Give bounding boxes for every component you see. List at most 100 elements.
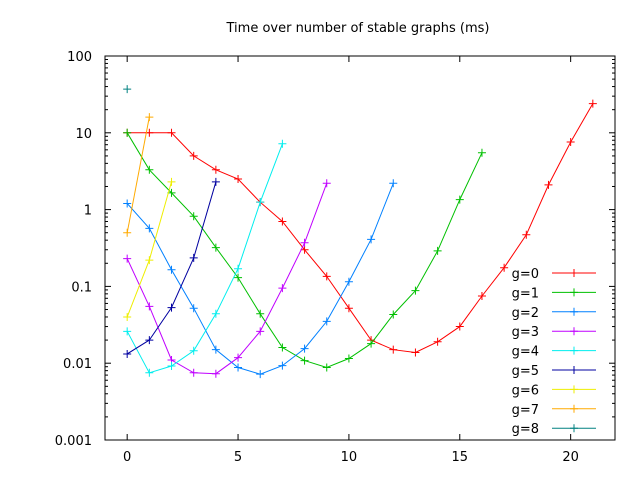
data-point bbox=[367, 339, 376, 348]
legend-marker bbox=[570, 424, 578, 433]
data-point bbox=[256, 327, 265, 336]
series-g=1 bbox=[123, 128, 486, 372]
data-point bbox=[234, 175, 243, 184]
data-point bbox=[123, 312, 132, 321]
series-line bbox=[126, 183, 394, 375]
data-point bbox=[145, 368, 154, 377]
data-point bbox=[189, 212, 198, 221]
data-point bbox=[189, 151, 198, 160]
data-point bbox=[189, 253, 198, 262]
legend-marker bbox=[570, 385, 578, 394]
series-g=7 bbox=[123, 113, 154, 237]
data-point bbox=[300, 238, 309, 247]
series-line bbox=[127, 103, 594, 354]
series-g=5 bbox=[123, 177, 220, 358]
series-g=2 bbox=[123, 179, 398, 379]
data-point bbox=[211, 165, 220, 174]
data-point bbox=[234, 363, 243, 372]
data-point bbox=[477, 291, 486, 300]
data-point bbox=[411, 348, 420, 357]
data-point bbox=[189, 304, 198, 313]
plot-frame bbox=[104, 55, 616, 441]
x-tick-label: 0 bbox=[123, 450, 131, 465]
data-point bbox=[411, 286, 420, 295]
data-point bbox=[300, 344, 309, 353]
data-point bbox=[234, 264, 243, 273]
data-point bbox=[566, 137, 575, 146]
legend-label: g=1 bbox=[512, 286, 539, 301]
series-line bbox=[126, 183, 328, 375]
data-point bbox=[344, 277, 353, 286]
data-point bbox=[189, 346, 198, 355]
data-point bbox=[389, 310, 398, 319]
data-point bbox=[322, 272, 331, 281]
data-point bbox=[455, 322, 464, 331]
data-point bbox=[211, 369, 220, 378]
x-tick-label: 5 bbox=[234, 450, 242, 465]
y-tick-label: 1 bbox=[84, 204, 92, 219]
series-g=8 bbox=[123, 85, 132, 94]
data-point bbox=[234, 353, 243, 362]
series-g=4 bbox=[123, 139, 287, 377]
data-point bbox=[322, 363, 331, 372]
data-point bbox=[123, 128, 132, 137]
data-point bbox=[145, 256, 154, 265]
series-line bbox=[126, 143, 283, 374]
data-point bbox=[211, 243, 220, 252]
legend: g=0 g=1 g=2 g=3 g=4 g=5 g=6 g=7 g=8 bbox=[512, 267, 596, 437]
data-point bbox=[367, 235, 376, 244]
series-g=0 bbox=[123, 99, 597, 357]
data-point bbox=[167, 265, 176, 274]
data-point bbox=[278, 343, 287, 352]
data-point bbox=[278, 139, 287, 148]
x-tick-label: 10 bbox=[341, 450, 358, 465]
legend-marker bbox=[570, 288, 578, 297]
legend-marker bbox=[570, 327, 578, 336]
legend-marker bbox=[570, 346, 578, 355]
data-point bbox=[500, 263, 509, 272]
data-point bbox=[145, 165, 154, 174]
data-point bbox=[322, 179, 331, 188]
x-axis: 0 5 10 15 20 bbox=[123, 56, 579, 465]
data-point bbox=[344, 304, 353, 313]
data-point bbox=[389, 345, 398, 354]
data-point bbox=[389, 179, 398, 188]
data-point bbox=[145, 336, 154, 345]
y-tick-label: 0.001 bbox=[55, 434, 92, 449]
legend-marker bbox=[570, 366, 578, 374]
data-point bbox=[145, 224, 154, 233]
data-point bbox=[189, 368, 198, 377]
data-point bbox=[211, 345, 220, 354]
legend-marker bbox=[570, 269, 578, 277]
data-point bbox=[256, 370, 265, 379]
data-point bbox=[123, 254, 132, 263]
y-axis: 0.001 0.01 0.1 1 10 100 bbox=[55, 50, 615, 449]
data-point bbox=[123, 228, 132, 237]
legend-marker bbox=[570, 404, 578, 413]
y-tick-label: 10 bbox=[75, 127, 92, 142]
data-point bbox=[123, 199, 132, 208]
data-point bbox=[300, 245, 309, 254]
data-point bbox=[522, 230, 531, 239]
series-line bbox=[126, 181, 172, 318]
x-tick-label: 15 bbox=[452, 450, 469, 465]
series-g=3 bbox=[123, 179, 331, 378]
legend-label: g=5 bbox=[512, 364, 539, 379]
legend-marker bbox=[570, 307, 578, 316]
data-point bbox=[123, 349, 132, 358]
legend-label: g=6 bbox=[512, 383, 539, 398]
data-point bbox=[433, 337, 442, 346]
data-point bbox=[278, 284, 287, 293]
data-point bbox=[300, 356, 309, 365]
legend-label: g=8 bbox=[512, 422, 539, 437]
data-point bbox=[322, 317, 331, 326]
legend-label: g=4 bbox=[512, 345, 539, 360]
x-tick-label: 20 bbox=[562, 450, 579, 465]
data-point bbox=[145, 302, 154, 311]
data-point bbox=[211, 309, 220, 318]
data-point bbox=[211, 177, 220, 186]
y-tick-label: 100 bbox=[67, 50, 92, 65]
data-point bbox=[588, 99, 597, 108]
data-point bbox=[167, 361, 176, 370]
